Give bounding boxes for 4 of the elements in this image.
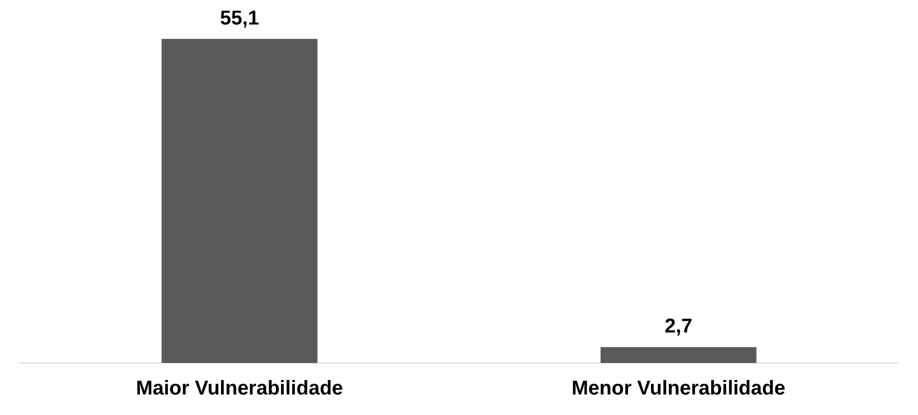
x-tick-label: Menor Vulnerabilidade <box>572 378 786 400</box>
x-tick-label: Maior Vulnerabilidade <box>136 378 344 400</box>
data-label: 2,7 <box>664 316 692 338</box>
data-label: 55,1 <box>220 7 259 30</box>
